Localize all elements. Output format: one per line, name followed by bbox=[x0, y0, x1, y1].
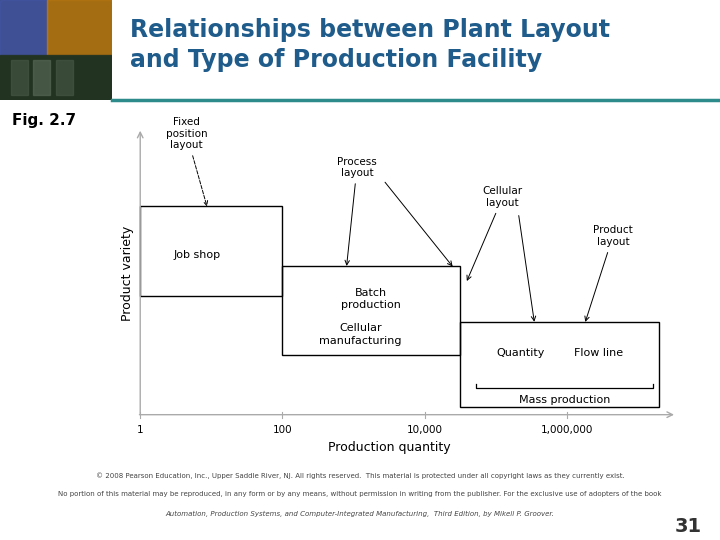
Text: Flow line: Flow line bbox=[574, 348, 624, 358]
Text: Cellular
manufacturing: Cellular manufacturing bbox=[319, 323, 402, 346]
Text: Mass production: Mass production bbox=[519, 395, 611, 404]
Text: Fig. 2.7: Fig. 2.7 bbox=[12, 113, 76, 127]
Text: Automation, Production Systems, and Computer-Integrated Manufacturing,  Third Ed: Automation, Production Systems, and Comp… bbox=[166, 511, 554, 517]
Text: Job shop: Job shop bbox=[174, 249, 220, 260]
Text: 100: 100 bbox=[273, 425, 292, 435]
Bar bbox=[0, 55, 112, 100]
Text: Production quantity: Production quantity bbox=[328, 442, 450, 455]
Text: Product variety: Product variety bbox=[121, 226, 134, 321]
Text: 31: 31 bbox=[675, 517, 702, 536]
Bar bbox=[460, 322, 659, 407]
Text: 1: 1 bbox=[137, 425, 143, 435]
Text: Relationships between Plant Layout
and Type of Production Facility: Relationships between Plant Layout and T… bbox=[130, 18, 610, 72]
Text: Fixed
position
layout: Fixed position layout bbox=[166, 117, 207, 205]
Text: 10,000: 10,000 bbox=[407, 425, 443, 435]
Bar bbox=[282, 266, 460, 355]
Text: 1,000,000: 1,000,000 bbox=[541, 425, 593, 435]
Text: Batch
production: Batch production bbox=[341, 288, 401, 310]
Bar bbox=[0, 0, 47, 55]
Bar bbox=[140, 206, 282, 295]
Text: No portion of this material may be reproduced, in any form or by any means, with: No portion of this material may be repro… bbox=[58, 491, 662, 497]
Bar bbox=[12, 60, 28, 95]
Bar bbox=[47, 0, 112, 55]
Text: Product
layout: Product layout bbox=[585, 226, 633, 321]
Text: © 2008 Pearson Education, Inc., Upper Saddle River, NJ. All rights reserved.  Th: © 2008 Pearson Education, Inc., Upper Sa… bbox=[96, 472, 624, 478]
Text: Cellular
layout: Cellular layout bbox=[467, 186, 523, 280]
Text: Quantity: Quantity bbox=[496, 348, 544, 358]
Bar bbox=[56, 60, 73, 95]
Text: Process
layout: Process layout bbox=[337, 157, 377, 265]
Bar bbox=[33, 60, 50, 95]
